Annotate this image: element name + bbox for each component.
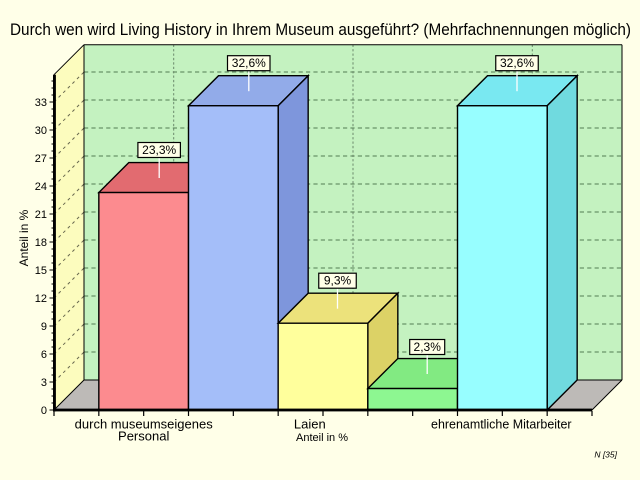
svg-text:Laien: Laien — [294, 417, 326, 432]
svg-text:9: 9 — [41, 321, 47, 333]
svg-text:Anteil in %: Anteil in % — [17, 209, 31, 266]
svg-text:ehrenamtliche Mitarbeiter: ehrenamtliche Mitarbeiter — [431, 417, 572, 432]
svg-text:Personal: Personal — [118, 429, 169, 444]
svg-text:Durch wen wird Living History: Durch wen wird Living History in Ihrem M… — [10, 20, 631, 39]
svg-text:24: 24 — [35, 181, 47, 193]
svg-text:27: 27 — [35, 153, 47, 165]
svg-text:21: 21 — [35, 209, 47, 221]
svg-text:32,6%: 32,6% — [232, 56, 266, 70]
svg-text:30: 30 — [35, 125, 47, 137]
svg-text:23,3%: 23,3% — [142, 143, 176, 157]
svg-text:Anteil in %: Anteil in % — [296, 432, 348, 444]
svg-text:3: 3 — [41, 377, 47, 389]
svg-text:2,3%: 2,3% — [414, 340, 442, 354]
svg-text:durch museumseigenes: durch museumseigenes — [75, 417, 214, 432]
svg-text:6: 6 — [41, 349, 47, 361]
svg-text:0: 0 — [41, 405, 47, 417]
svg-text:33: 33 — [35, 97, 47, 109]
svg-text:18: 18 — [35, 237, 47, 249]
svg-text:9,3%: 9,3% — [324, 274, 352, 288]
svg-text:12: 12 — [35, 293, 47, 305]
svg-text:32,6%: 32,6% — [500, 56, 534, 70]
svg-text:15: 15 — [35, 265, 47, 277]
svg-text:N [35]: N [35] — [594, 450, 617, 460]
